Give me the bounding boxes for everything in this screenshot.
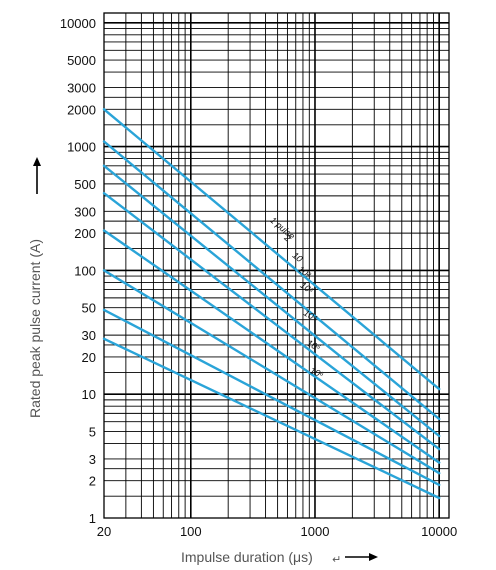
y-tick-label: 10000	[60, 16, 96, 31]
y-tick-label: 300	[74, 204, 96, 219]
series-label-3: 10	[291, 250, 305, 264]
series-line-1	[102, 108, 441, 391]
series-line-8	[102, 337, 441, 500]
x-axis-title-group: Impulse duration (μs) ↵	[181, 549, 378, 566]
y-tick-label: 30	[82, 328, 96, 343]
series-line-5	[102, 229, 441, 464]
series-label-4: 10²	[296, 264, 313, 280]
y-axis-title: Rated peak pulse current (A)	[27, 239, 43, 418]
series-label-6: 10⁴	[302, 308, 319, 324]
y-tick-label: 10	[82, 387, 96, 402]
x-axis-arrowhead-icon	[369, 553, 378, 561]
y-axis-title-group: Rated peak pulse current (A)	[27, 157, 43, 418]
y-tick-labels: 10000 5000 3000 2000 1000 500 300 200 100 50 30 20 1…	[60, 16, 96, 526]
grid-lines	[103, 12, 450, 519]
series-line-4	[102, 191, 441, 451]
y-tick-label: 1000	[67, 140, 96, 155]
series-line-3	[102, 164, 441, 438]
y-tick-label: 3000	[67, 81, 96, 96]
series-line-7	[102, 308, 441, 487]
y-tick-label: 3	[89, 452, 96, 467]
x-tick-labels: 20 100 1000 10000	[97, 524, 457, 539]
x-tick-label: 20	[97, 524, 111, 539]
x-tick-label: 1000	[301, 524, 330, 539]
series-label-2: 2	[282, 232, 293, 244]
y-tick-label: 50	[82, 301, 96, 316]
y-axis-arrowhead-icon	[33, 157, 41, 166]
series-line-2	[102, 140, 441, 421]
x-tick-label: 100	[180, 524, 202, 539]
y-tick-label: 2000	[67, 102, 96, 117]
plot-frame	[103, 12, 450, 519]
y-tick-label: 1	[89, 511, 96, 526]
x-axis-return-glyph: ↵	[332, 553, 341, 566]
y-tick-label: 500	[74, 177, 96, 192]
series-lines	[102, 108, 441, 500]
y-tick-label: 5	[89, 424, 96, 439]
y-tick-label: 100	[74, 263, 96, 278]
series-label-8: 10⁶	[308, 365, 325, 380]
y-tick-label: 20	[82, 350, 96, 365]
y-tick-label: 2	[89, 474, 96, 489]
y-tick-label: 200	[74, 226, 96, 241]
series-label-1: 1 pulse	[268, 215, 297, 241]
x-tick-label: 10000	[421, 524, 457, 539]
y-tick-label: 5000	[67, 53, 96, 68]
series-line-6	[102, 269, 441, 475]
x-axis-title: Impulse duration (μs)	[181, 549, 313, 565]
